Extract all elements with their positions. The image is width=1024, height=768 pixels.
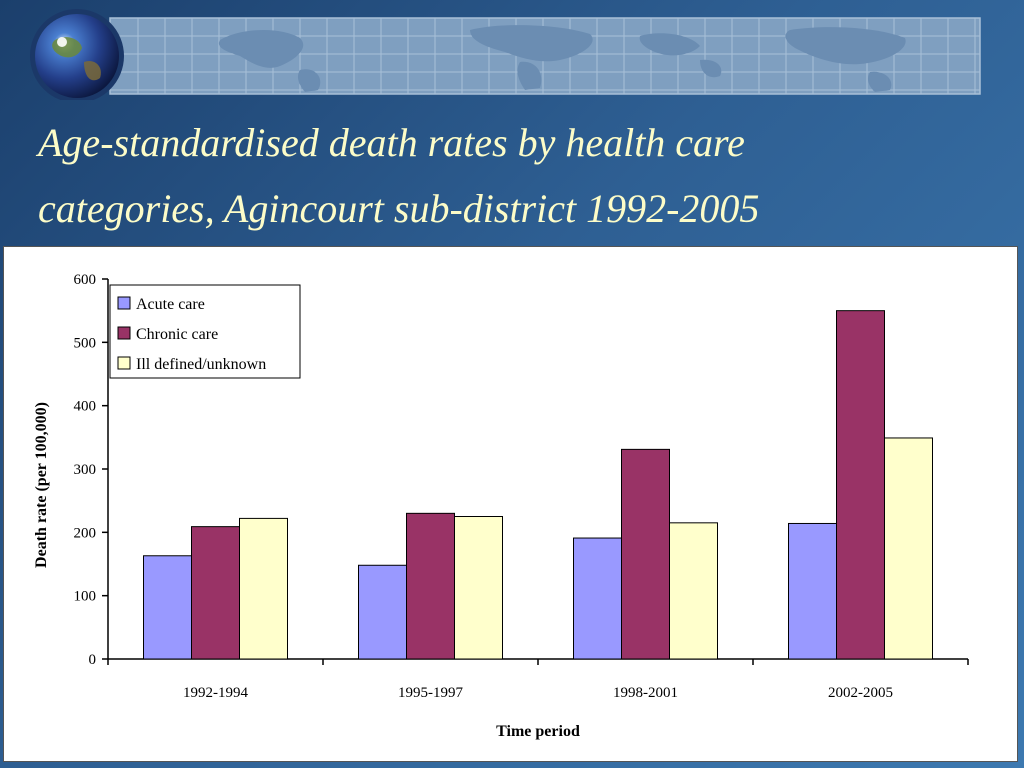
bar-chronic bbox=[406, 512, 455, 660]
bar-chronic bbox=[836, 310, 885, 660]
chart-legend: Acute care Chronic care Ill defined/unknow… bbox=[109, 284, 301, 379]
x-tick-label: 1995-1997 bbox=[398, 685, 463, 701]
bar-acute bbox=[143, 555, 192, 660]
x-axis: 1992-1994 1995-1997 1998-2001 2002-2005 bbox=[107, 658, 969, 701]
legend-swatch bbox=[117, 326, 131, 340]
bar-acute bbox=[573, 537, 622, 660]
y-tick-label: 300 bbox=[74, 462, 97, 478]
bar-chronic bbox=[191, 526, 240, 660]
x-tick-label: 2002-2005 bbox=[828, 685, 893, 701]
y-tick-label: 400 bbox=[74, 399, 97, 415]
y-axis: 0 100 200 300 400 500 600 bbox=[74, 272, 109, 668]
legend-label: Chronic care bbox=[136, 326, 218, 343]
x-tick-label: 1998-2001 bbox=[613, 685, 678, 701]
header-banner bbox=[30, 9, 981, 100]
legend-swatch bbox=[117, 296, 131, 310]
y-tick-label: 600 bbox=[74, 272, 97, 288]
slide-title: Age-standardised death rates by health c… bbox=[38, 110, 998, 242]
globe-icon bbox=[30, 9, 124, 100]
bar-acute bbox=[788, 522, 837, 660]
chart-panel: 0 100 200 300 400 500 600 1992-1994 1995-1997 19… bbox=[3, 246, 1018, 762]
slide-title-line-1: Age-standardised death rates by health c… bbox=[38, 120, 745, 165]
y-tick-label: 200 bbox=[74, 525, 97, 541]
slide-title-line-2: categories, Agincourt sub-district 1992-… bbox=[38, 186, 760, 231]
legend-swatch bbox=[117, 356, 131, 370]
x-tick-label: 1992-1994 bbox=[183, 685, 248, 701]
x-axis-title: Time period bbox=[496, 723, 580, 740]
y-axis-title: Death rate (per 100,000) bbox=[33, 402, 50, 568]
legend-box bbox=[109, 284, 301, 379]
bar-series-group bbox=[143, 310, 933, 660]
world-map-grid bbox=[109, 17, 981, 95]
bar-ill-defined bbox=[454, 516, 503, 660]
bar-ill-defined bbox=[239, 517, 288, 660]
y-tick-label: 0 bbox=[89, 652, 97, 668]
y-tick-label: 100 bbox=[74, 589, 97, 605]
legend-label: Acute care bbox=[136, 296, 205, 313]
bar-ill-defined bbox=[669, 522, 718, 660]
bar-ill-defined bbox=[884, 437, 933, 660]
bar-acute bbox=[358, 564, 407, 660]
legend-label: Ill defined/unknown bbox=[136, 356, 266, 373]
y-tick-label: 500 bbox=[74, 335, 97, 351]
bar-chronic bbox=[621, 448, 670, 660]
